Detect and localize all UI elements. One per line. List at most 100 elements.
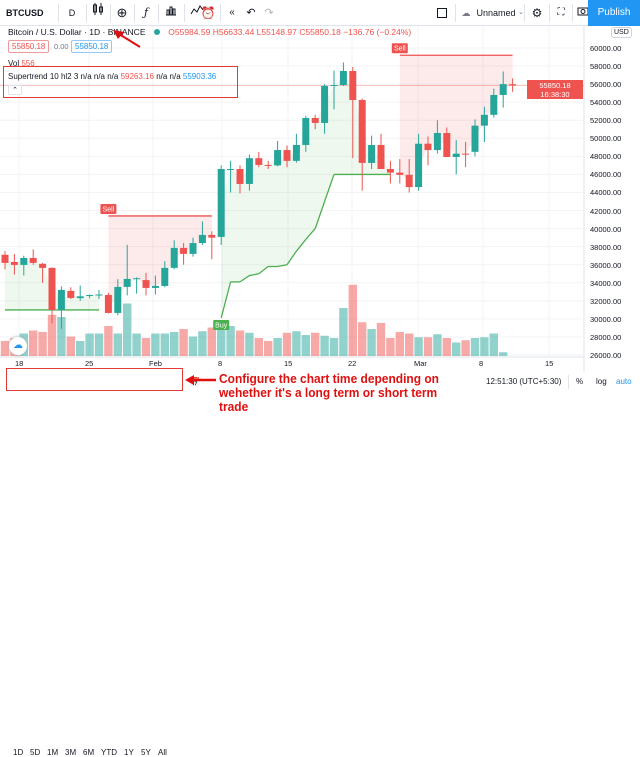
volume-bar (367, 329, 376, 356)
tradingview-logo-icon[interactable]: ☁ (9, 337, 27, 355)
volume-bar (245, 332, 254, 356)
candle-body (227, 169, 235, 171)
candle-body (462, 153, 470, 155)
candle-body (292, 144, 300, 161)
volume-bar (47, 314, 57, 356)
add-compare-icon[interactable]: ⊕ (116, 5, 128, 20)
candle-body (57, 289, 65, 310)
volume-bar (395, 332, 404, 356)
cloud-icon: ☁ (461, 8, 471, 18)
volume-bar (301, 335, 310, 356)
candle-body (10, 262, 18, 265)
candle-body (330, 85, 338, 87)
select-square-icon[interactable] (437, 0, 451, 26)
collapse-legend-button[interactable]: ⌃ (8, 85, 22, 95)
range-button-5y[interactable]: 5Y (141, 748, 151, 757)
candle-body (396, 172, 404, 175)
supertrend-line (295, 239, 307, 252)
volume-bar (414, 337, 423, 356)
candle-body (39, 263, 47, 268)
goto-date-icon[interactable]: 📅 (189, 377, 201, 387)
range-button-6m[interactable]: 6M (83, 748, 95, 757)
range-button-ytd[interactable]: YTD (101, 748, 117, 757)
price-chart[interactable]: Sell Buy Sell (0, 0, 640, 413)
range-button-3m[interactable]: 3M (65, 748, 77, 757)
candle-body (95, 294, 103, 296)
candle-body (339, 70, 347, 86)
percent-toggle[interactable]: % (576, 377, 584, 386)
candle-body (302, 117, 310, 145)
redo-icon[interactable]: ↷ (264, 7, 274, 19)
volume-bar (0, 341, 10, 356)
volume-bar (273, 338, 282, 356)
templates-icon[interactable] (160, 0, 182, 26)
range-button-all[interactable]: All (158, 748, 167, 757)
volume-bar (348, 284, 357, 356)
candle-body (283, 150, 291, 161)
supertrend-legend[interactable]: Supertrend 10 hl2 3 n/a n/a n/a 59263.16… (8, 72, 216, 81)
candle-body (490, 94, 498, 115)
alert-icon[interactable] (186, 0, 208, 26)
layout-name[interactable]: Unnamed (476, 8, 516, 18)
volume-bar (207, 327, 216, 356)
volume-bar (188, 336, 198, 356)
currency-badge[interactable]: USD (611, 27, 632, 38)
candle-body (142, 280, 150, 288)
candle-body (245, 158, 253, 184)
log-toggle[interactable]: log (596, 377, 607, 386)
price-tick: 36000.00 (590, 260, 622, 270)
price-tick: 34000.00 (590, 278, 622, 288)
volume-bar (282, 332, 292, 356)
volume-bar (423, 337, 433, 356)
gear-icon[interactable]: ⚙ (531, 6, 543, 20)
volume-bar (433, 334, 442, 356)
candle-body (180, 247, 188, 254)
candle-body (151, 285, 159, 288)
divider (524, 4, 525, 22)
fullscreen-icon[interactable]: ⛶ (557, 7, 565, 18)
candle-body (29, 257, 37, 263)
interval-button[interactable]: D (68, 8, 76, 18)
fx-indicators-icon[interactable]: ƒ (143, 6, 149, 19)
price-tick: 40000.00 (590, 224, 622, 234)
candle-body (499, 84, 507, 95)
range-button-1m[interactable]: 1M (47, 748, 59, 757)
volume-bar (94, 333, 104, 356)
symbol-search[interactable]: BTCUSD (6, 8, 44, 18)
supertrend-na: n/a n/a n/a (80, 72, 119, 81)
range-button-5d[interactable]: 5D (30, 748, 41, 757)
replay-icon[interactable]: « (229, 7, 235, 18)
divider (549, 4, 550, 22)
range-button-1d[interactable]: 1D (13, 748, 24, 757)
price-tick: 60000.00 (590, 44, 622, 53)
undo-icon[interactable]: ↶ (246, 7, 256, 19)
time-tick: 8 (218, 359, 223, 368)
publish-button[interactable]: Publish (588, 0, 640, 26)
candle-body (349, 70, 357, 100)
volume-bar (235, 330, 245, 356)
supertrend-fill (268, 157, 278, 267)
signal-sell-label: Sell (394, 46, 406, 53)
buy-price-box[interactable]: 55850.18 (71, 40, 113, 53)
sell-price-box[interactable]: 55850.18 (8, 40, 50, 53)
volume-bar (66, 336, 75, 356)
candle-body (104, 294, 112, 313)
price-tick: 30000.00 (590, 314, 622, 324)
volume-label: Vol (8, 59, 20, 68)
supertrend-line (258, 266, 269, 275)
signal-sell-label: Sell (103, 206, 115, 213)
alarm-clock-icon[interactable]: ⏰ (200, 6, 216, 20)
volume-bar (170, 332, 179, 356)
auto-toggle[interactable]: auto (616, 377, 632, 386)
supertrend-name: Supertrend (8, 72, 48, 81)
clock[interactable]: 12:51:30 (UTC+5:30) (486, 377, 562, 386)
volume-bar (160, 333, 169, 356)
candles-icon[interactable] (88, 0, 108, 26)
range-button-1y[interactable]: 1Y (124, 748, 134, 757)
supertrend-params: 10 hl2 3 (49, 72, 79, 81)
volume-bar (217, 321, 226, 356)
chevron-down-icon[interactable]: ⌄ (518, 9, 524, 16)
supertrend-line (277, 264, 288, 268)
price-tick: 48000.00 (590, 152, 622, 162)
last-price: 55850.18 (539, 81, 571, 90)
